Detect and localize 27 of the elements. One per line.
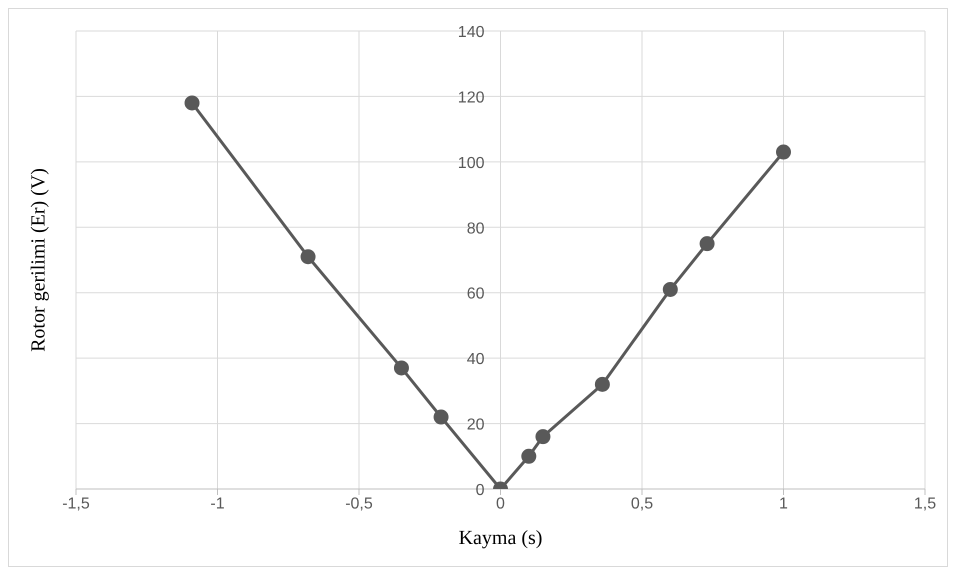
point [184,95,200,110]
point [594,376,610,392]
x-tick-label: 1,5 [914,495,936,512]
point [434,410,449,425]
x-tick-label: 1 [779,495,788,512]
point [662,282,678,297]
y-tick-label: 20 [466,416,485,434]
y-tick-label: 60 [466,286,485,303]
y-tick-label: 0 [476,482,485,499]
x-axis-title: Kayma (s) [458,527,544,550]
point [535,429,550,444]
y-tick-label: 100 [458,154,485,172]
x-tick-label: 0 [496,495,506,512]
y-tick-label: 120 [458,89,485,106]
point [394,360,409,376]
y-tick-label: 140 [458,24,485,41]
point [300,249,316,264]
x-tick-label: -1 [210,495,225,512]
point [776,144,791,160]
y-axis-title: Rotor gerilimi (Er) (V) [28,168,50,352]
x-tick-label: -0,5 [345,495,373,512]
point [700,236,715,252]
y-tick-label: 80 [466,220,485,238]
y-tick-label: 40 [466,351,485,368]
x-tick-label: -1,5 [62,495,90,512]
point [521,448,536,464]
x-tick-label: 0,5 [630,495,654,512]
